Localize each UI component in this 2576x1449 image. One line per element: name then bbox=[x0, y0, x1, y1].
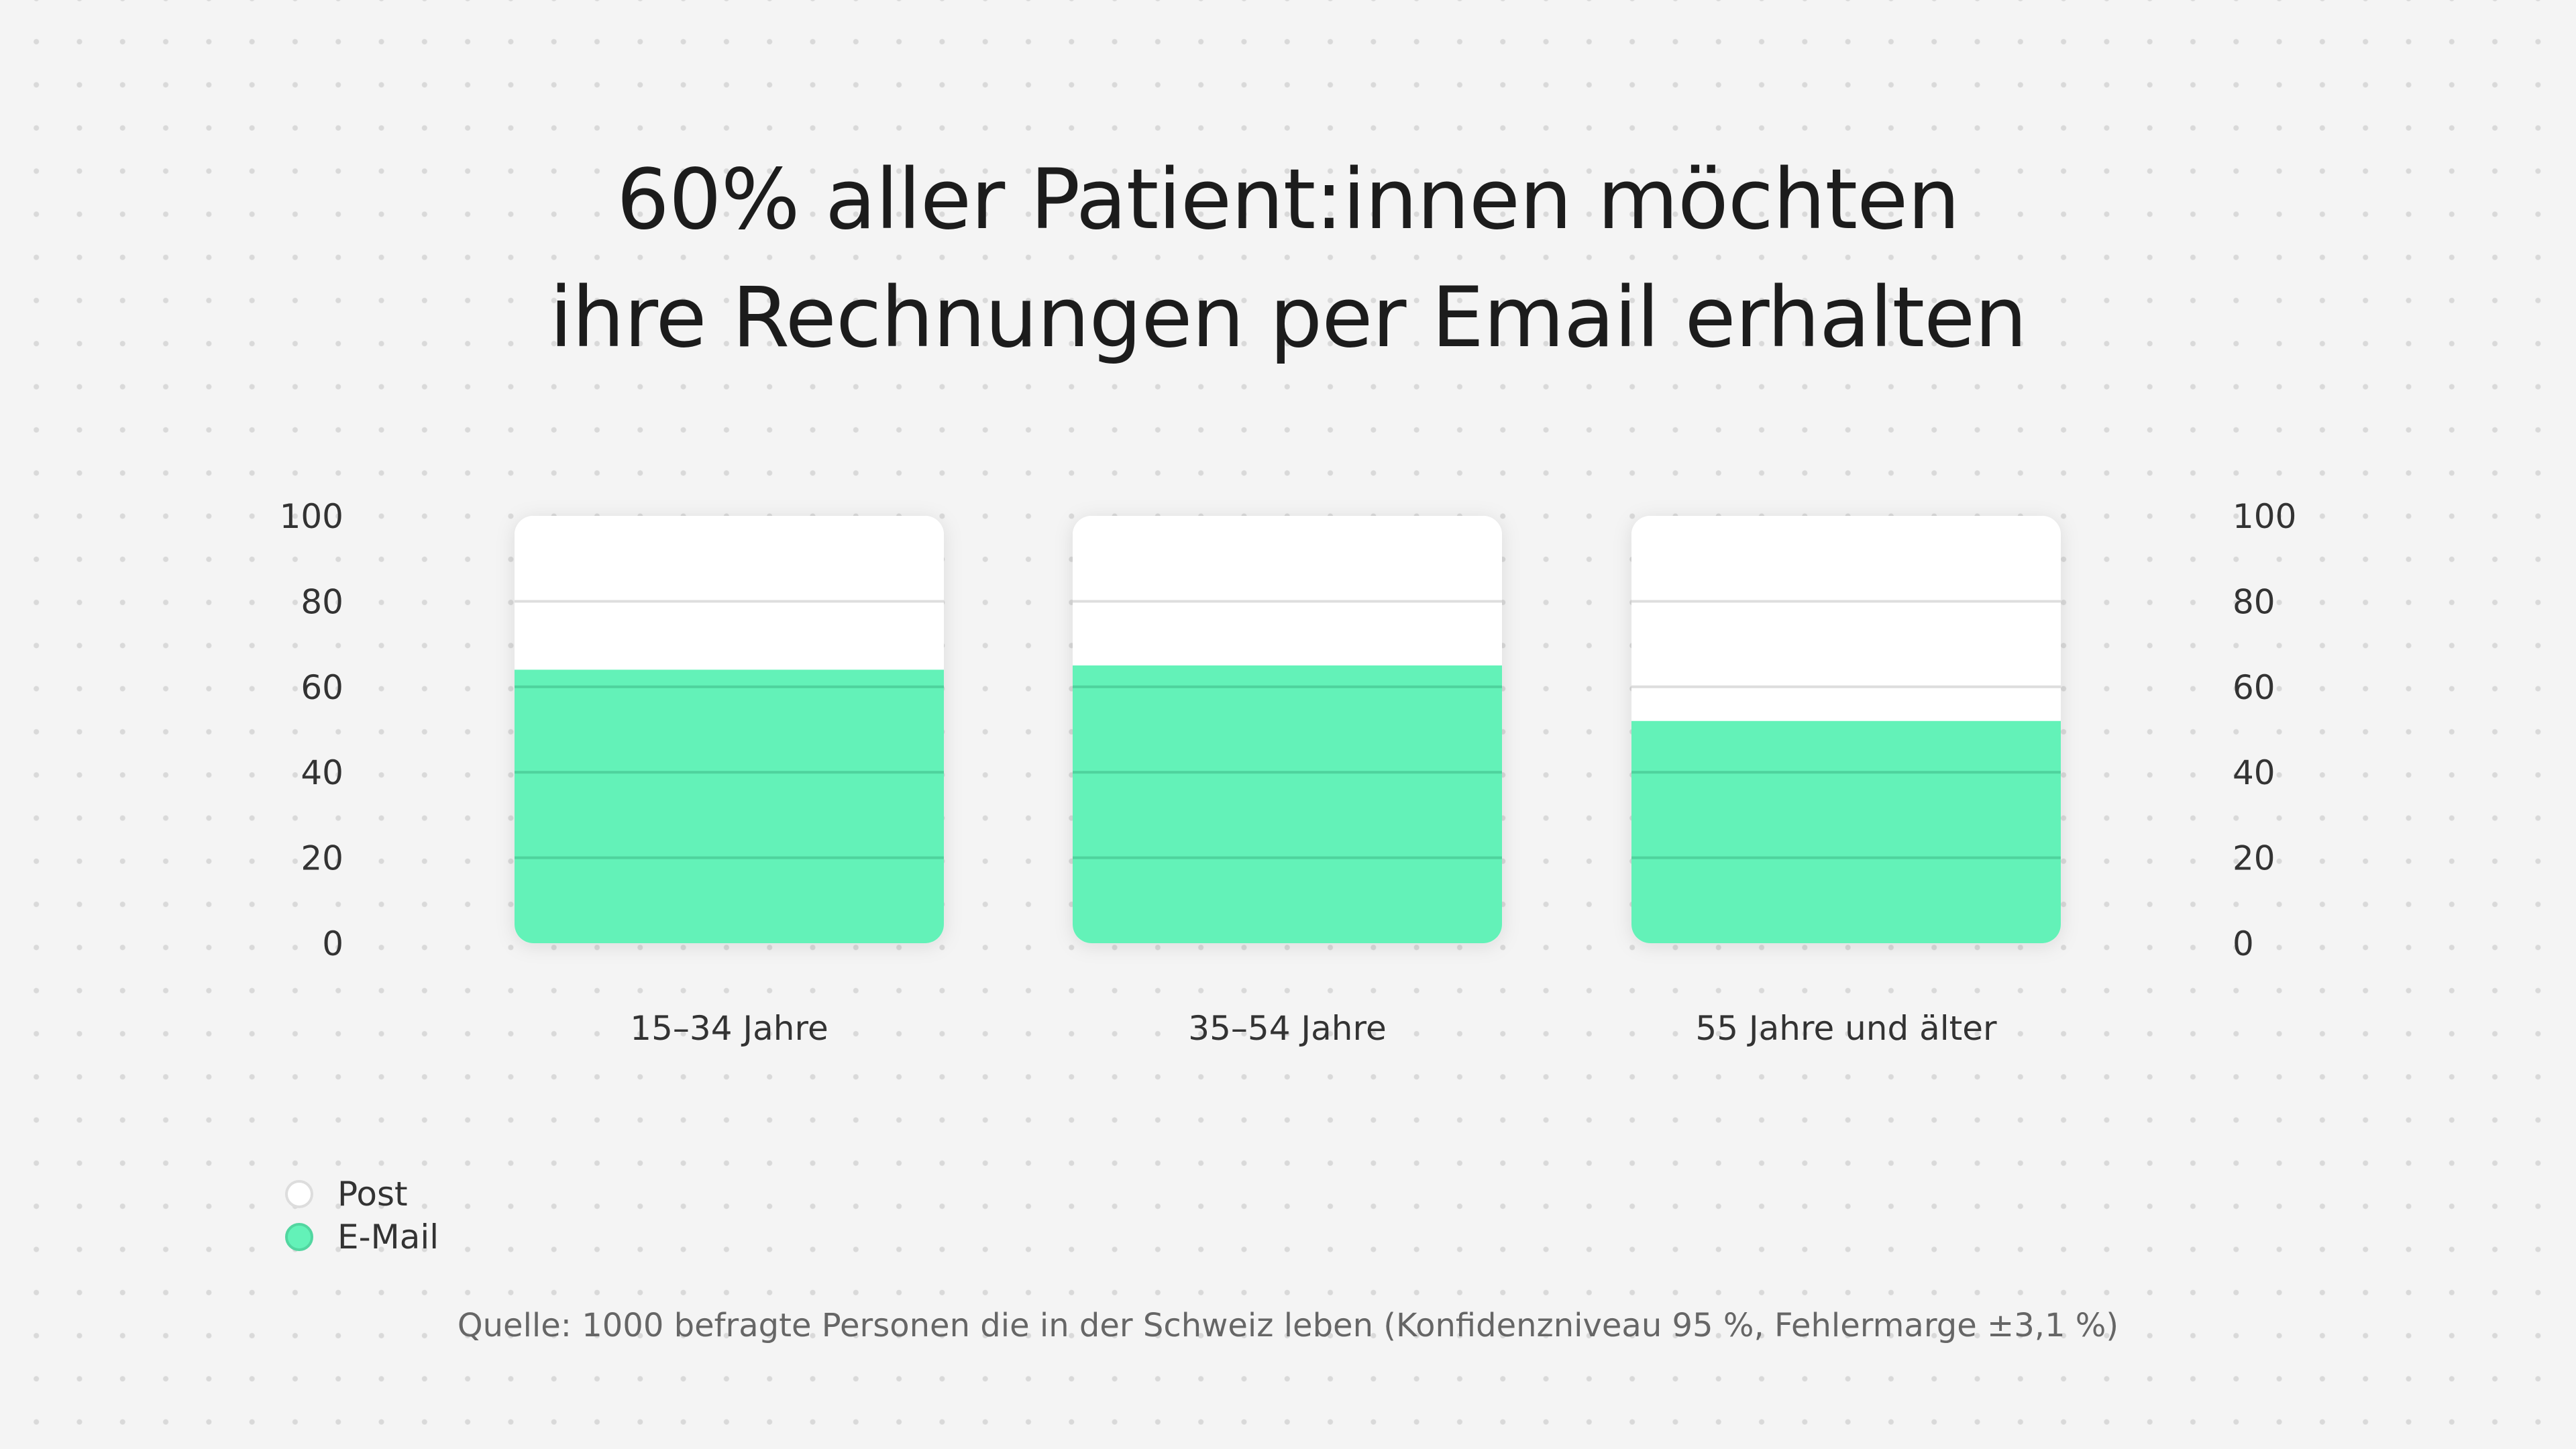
bar-post bbox=[1631, 516, 2061, 721]
bar-email bbox=[1073, 665, 1502, 943]
gridline bbox=[515, 685, 944, 688]
y-tick-label-left: 40 bbox=[301, 753, 343, 792]
bar-email bbox=[515, 669, 944, 943]
gridline bbox=[1073, 600, 1502, 603]
y-tick-label-right: 0 bbox=[2233, 924, 2254, 963]
y-tick-label-left: 80 bbox=[301, 582, 343, 621]
source-note: Quelle: 1000 befragte Personen die in de… bbox=[457, 1307, 2119, 1344]
legend-label: E-Mail bbox=[337, 1218, 439, 1256]
bar-post bbox=[515, 516, 944, 670]
bar-group bbox=[1631, 516, 2061, 943]
legend-item-post: Post bbox=[285, 1173, 439, 1216]
chart-title: 60% aller Patient:innen möchten ihre Rec… bbox=[0, 141, 2576, 377]
bar-group bbox=[1073, 516, 1502, 943]
y-tick-label-left: 20 bbox=[301, 839, 343, 878]
category-label: 55 Jahre und älter bbox=[1695, 1009, 1997, 1048]
gridline bbox=[1631, 771, 2061, 774]
gridline bbox=[1631, 685, 2061, 688]
bar-group bbox=[515, 516, 944, 943]
gridline bbox=[515, 600, 944, 603]
email-swatch-icon bbox=[285, 1223, 313, 1251]
title-line-1: 60% aller Patient:innen möchten bbox=[616, 152, 1960, 248]
gridline bbox=[515, 856, 944, 859]
y-tick-label-right: 20 bbox=[2233, 839, 2275, 878]
legend-label: Post bbox=[337, 1175, 408, 1214]
y-tick-label-right: 60 bbox=[2233, 668, 2275, 707]
y-tick-label-right: 100 bbox=[2233, 497, 2296, 536]
gridline bbox=[1073, 856, 1502, 859]
y-tick-label-right: 40 bbox=[2233, 753, 2275, 792]
bar-inner bbox=[515, 516, 944, 943]
gridline bbox=[1631, 600, 2061, 603]
category-label: 15–34 Jahre bbox=[630, 1009, 828, 1048]
category-label: 35–54 Jahre bbox=[1188, 1009, 1386, 1048]
gridline bbox=[1631, 856, 2061, 859]
post-swatch-icon bbox=[285, 1180, 313, 1208]
bar-email bbox=[1631, 720, 2061, 943]
bar-post bbox=[1073, 516, 1502, 665]
bar-inner bbox=[1073, 516, 1502, 943]
y-tick-label-left: 100 bbox=[280, 497, 343, 536]
y-tick-label-left: 60 bbox=[301, 668, 343, 707]
legend: Post E-Mail bbox=[285, 1173, 439, 1258]
legend-item-email: E-Mail bbox=[285, 1216, 439, 1258]
gridline bbox=[1073, 771, 1502, 774]
y-tick-label-right: 80 bbox=[2233, 582, 2275, 621]
gridline bbox=[1073, 685, 1502, 688]
gridline bbox=[515, 771, 944, 774]
bar-inner bbox=[1631, 516, 2061, 943]
title-line-2: ihre Rechnungen per Email erhalten bbox=[549, 270, 2027, 366]
y-tick-label-left: 0 bbox=[322, 924, 343, 963]
